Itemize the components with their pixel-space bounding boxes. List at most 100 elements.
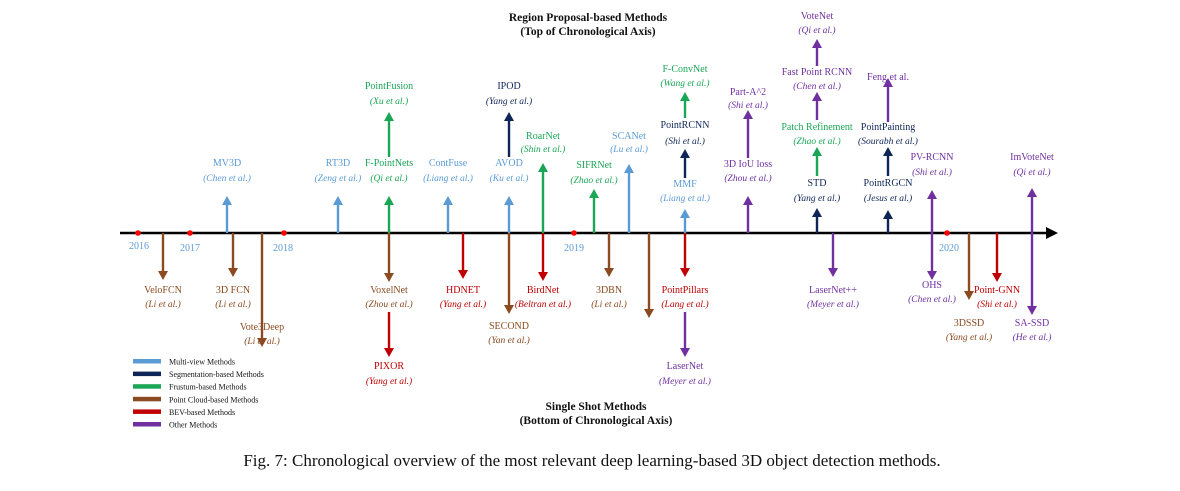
legend-swatch <box>133 371 161 377</box>
method-author: (Lang et al.) <box>661 299 708 310</box>
arrowhead <box>384 196 394 205</box>
method-author: (Meyer et al.) <box>659 376 711 387</box>
method-name: PIXOR <box>374 361 404 372</box>
method-author: (Qi et al.) <box>798 25 835 36</box>
method-name: VoteNet <box>801 11 834 22</box>
method-velofcn: VeloFCN (Li et al.) <box>144 233 182 310</box>
arrowhead <box>680 348 690 357</box>
year-label: 2016 <box>129 241 149 252</box>
chronological-axis: 2016 2017 2018 2019 2020 <box>120 227 1058 254</box>
method-pointrgcn: PointRGCN (Jesus et al.) <box>864 178 913 233</box>
year-label: 2020 <box>939 243 959 254</box>
method-pointrcnn: PointRCNN (Shi et al.) <box>661 120 709 178</box>
legend-swatch <box>133 409 161 414</box>
method-point-gnn: Point-GNN (Shi et al.) <box>974 233 1020 310</box>
arrowhead <box>992 273 1002 282</box>
arrowhead <box>743 196 753 205</box>
top-title-line2: (Top of Chronological Axis) <box>520 26 655 38</box>
arrowhead <box>1027 188 1037 197</box>
method-name: Patch Refinement <box>781 122 853 133</box>
method-name: SIFRNet <box>576 160 612 171</box>
method-name: F-ConvNet <box>663 64 708 75</box>
method-name: PointRGCN <box>864 178 913 189</box>
arrowhead <box>812 147 822 156</box>
method-name: SECOND <box>489 321 529 332</box>
method-author: (Li et al.) <box>244 336 280 347</box>
method-name: 3D FCN <box>216 285 250 296</box>
arrowhead <box>883 210 893 219</box>
method-3dbn: 3DBN (Li et al.) <box>591 233 627 310</box>
arrowhead <box>1027 306 1037 315</box>
method-author: (Zeng et al.) <box>315 173 362 184</box>
method-mv3d: MV3D (Chen et al.) <box>203 158 251 233</box>
arrowhead <box>927 190 937 199</box>
method-author: (Shi et al.) <box>665 136 705 147</box>
method-avod: AVOD (Ku et al.) <box>490 158 529 233</box>
legend-item-segmentation-based-methods: Segmentation-based Methods <box>133 370 264 379</box>
arrowhead <box>812 39 822 48</box>
legend-item-point-cloud-based-methods: Point Cloud-based Methods <box>133 395 258 404</box>
method-unlabeled-point-cloud <box>644 233 654 318</box>
method-name: 3D IoU loss <box>724 159 772 170</box>
legend-item-multi-view-methods: Multi-view Methods <box>133 358 235 367</box>
method-author: (Jesus et al.) <box>864 193 912 204</box>
method-name: AVOD <box>495 158 523 169</box>
bottom-title-line1: Single Shot Methods <box>546 401 647 413</box>
method-author: (Shi et al.) <box>912 167 952 178</box>
arrowhead <box>883 147 893 156</box>
method-ipod: IPOD (Yang et al.) <box>486 81 532 157</box>
arrowhead <box>812 92 822 101</box>
method-author: (Yang et al.) <box>440 299 486 310</box>
method-name: Feng et al. <box>867 72 909 83</box>
method-birdnet: BirdNet (Beltran et al.) <box>515 233 571 310</box>
arrowhead <box>680 92 690 101</box>
method-name: Point-GNN <box>974 285 1020 296</box>
year-dot <box>281 230 287 236</box>
method-name: MMF <box>673 179 697 190</box>
method-part-a-2: Part-A^2 (Shi et al.) <box>728 87 768 158</box>
method-author: (Li et al.) <box>145 299 181 310</box>
method-pointfusion: PointFusion (Xu et al.) <box>365 81 413 157</box>
method-author: (Shin et al.) <box>521 144 566 155</box>
legend-label: Point Cloud-based Methods <box>169 395 258 404</box>
method-name: PointFusion <box>365 81 413 92</box>
method-vote3deep: Vote3Deep (Li et al.) <box>240 233 284 347</box>
method-author: (Ku et al.) <box>490 173 529 184</box>
arrowhead <box>927 271 937 280</box>
method-author: (Xu et al.) <box>370 96 408 107</box>
method-name: VoxelNet <box>370 285 408 296</box>
method-lasernet: LaserNet (Meyer et al.) <box>659 312 711 387</box>
method-imvotenet: ImVoteNet (Qi et al.) <box>1010 152 1054 233</box>
method-author: (Yan et al.) <box>488 335 530 346</box>
method-author: (Liang et al.) <box>423 173 473 184</box>
axis-arrowhead <box>1046 227 1058 239</box>
method-name: IPOD <box>497 81 520 92</box>
arrowhead <box>458 270 468 279</box>
arrowhead <box>504 112 514 121</box>
method-pv-rcnn: PV-RCNN (Shi et al.) <box>911 152 954 233</box>
legend-swatch <box>133 384 161 389</box>
method-name: PV-RCNN <box>911 152 954 163</box>
method-name: MV3D <box>213 158 241 169</box>
arrowhead <box>828 268 838 277</box>
method-author: (Wang et al.) <box>661 78 710 89</box>
method-name: SA-SSD <box>1015 318 1049 329</box>
method-mmf: MMF (Liang et al.) <box>660 179 710 233</box>
legend-label: Multi-view Methods <box>169 358 235 367</box>
method-author: (Lu et al.) <box>610 144 648 155</box>
method-name: Fast Point RCNN <box>782 67 853 78</box>
year-dot <box>187 230 193 236</box>
legend-swatch <box>133 422 161 427</box>
method-roarnet: RoarNet (Shin et al.) <box>521 131 566 233</box>
method-name: BirdNet <box>527 285 559 296</box>
bottom-title-line2: (Bottom of Chronological Axis) <box>520 415 673 427</box>
method-marks: MV3D (Chen et al.) RT3D (Zeng et al.)F-Poin… <box>144 11 1054 387</box>
figure-caption: Fig. 7: Chronological overview of the mo… <box>243 451 940 470</box>
method-author: (Zhou et al.) <box>724 173 771 184</box>
arrowhead <box>384 348 394 357</box>
legend-item-other-methods: Other Methods <box>133 421 217 430</box>
year-dot <box>571 230 577 236</box>
method-lasernet: LaserNet++ (Meyer et al.) <box>807 233 859 310</box>
method-voxelnet: VoxelNet (Zhou et al.) <box>365 233 413 310</box>
